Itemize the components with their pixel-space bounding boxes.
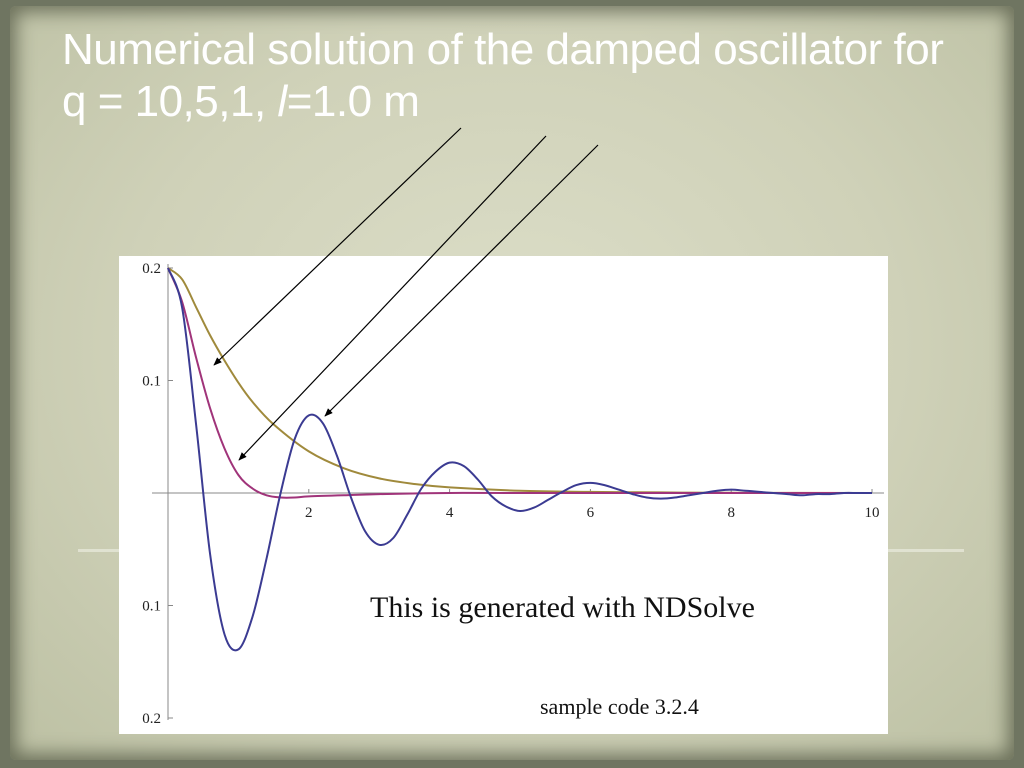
sample-code-label: sample code 3.2.4: [540, 694, 699, 719]
x-tick-label: 10: [865, 505, 880, 521]
y-tick-label: 0.2: [142, 261, 161, 277]
ndsolve-note: This is generated with NDSolve: [370, 591, 755, 624]
axis-ticks: 2 4 6 8 10 0.2 0.1 0.1 0.2: [142, 261, 879, 727]
series-lines: [167, 267, 873, 652]
x-tick-label: 2: [305, 505, 313, 521]
slide-title: Numerical solution of the damped oscilla…: [62, 24, 962, 128]
arrow-q10: [213, 127, 462, 366]
arrow-q1: [324, 144, 599, 417]
title-italic-l: l: [277, 77, 287, 126]
y-tick-label: 0.2: [142, 711, 161, 727]
title-prefix: Numerical solution of the damped oscilla…: [62, 25, 944, 126]
x-tick-label: 8: [727, 505, 735, 521]
x-tick-label: 6: [587, 505, 595, 521]
plot-area: [119, 256, 888, 734]
arrow-q5: [238, 135, 547, 461]
series-line-q1: [167, 267, 872, 652]
y-tick-label: 0.1: [142, 374, 161, 390]
series-line-q5: [167, 267, 872, 499]
x-tick-label: 4: [446, 505, 454, 521]
annotation-arrows: [213, 127, 599, 461]
series-line-q10: [167, 267, 873, 494]
title-suffix: =1.0 m: [286, 77, 420, 126]
y-tick-label: 0.1: [142, 599, 161, 615]
